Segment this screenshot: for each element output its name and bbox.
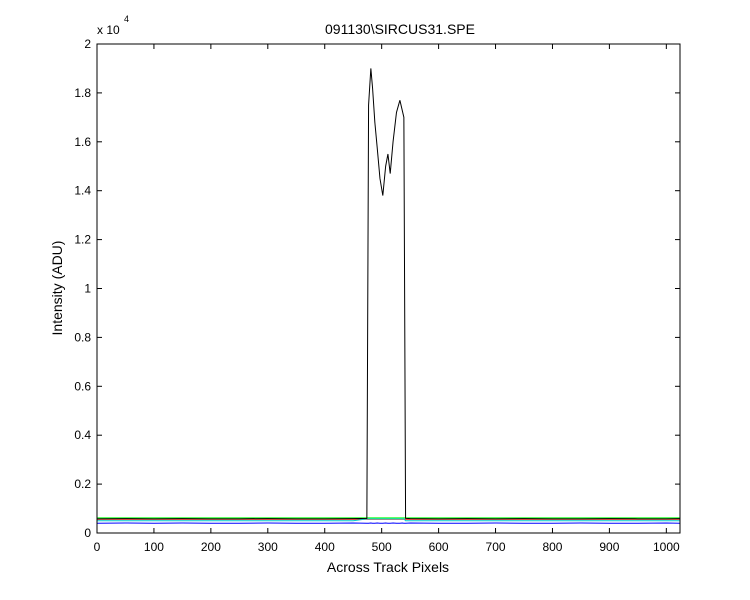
- y-tick-label: 0.2: [74, 477, 91, 491]
- x-tick-label: 400: [315, 540, 335, 554]
- y-tick-label: 0: [84, 526, 91, 540]
- y-tick-label: 2: [84, 37, 91, 51]
- x-tick-label: 600: [429, 540, 449, 554]
- y-tick-label: 1: [84, 282, 91, 296]
- y-tick-label: 1.2: [74, 233, 91, 247]
- y-axis-label: Intensity (ADU): [49, 241, 65, 336]
- series-line: [97, 518, 680, 522]
- y-tick-label: 0.8: [74, 330, 91, 344]
- y-exponent-base: x 10: [97, 23, 120, 37]
- y-tick-label: 1.8: [74, 86, 91, 100]
- x-tick-label: 300: [258, 540, 278, 554]
- y-tick-label: 0.6: [74, 379, 91, 393]
- x-tick-label: 700: [486, 540, 506, 554]
- y-tick-label: 1.4: [74, 184, 91, 198]
- x-tick-label: 1000: [653, 540, 680, 554]
- x-axis-label: Across Track Pixels: [327, 559, 449, 575]
- x-tick-label: 100: [144, 540, 164, 554]
- x-tick-label: 800: [542, 540, 562, 554]
- x-tick-label: 900: [599, 540, 619, 554]
- chart-title: 091130\SIRCUS31.SPE: [325, 21, 475, 37]
- x-tick-label: 0: [94, 540, 101, 554]
- y-tick-label: 1.6: [74, 135, 91, 149]
- series-line: [96, 68, 681, 520]
- x-tick-label: 500: [372, 540, 392, 554]
- y-tick-label: 0.4: [74, 428, 91, 442]
- x-tick-label: 200: [201, 540, 221, 554]
- y-exponent: 4: [124, 14, 129, 24]
- axes-box: [96, 43, 681, 534]
